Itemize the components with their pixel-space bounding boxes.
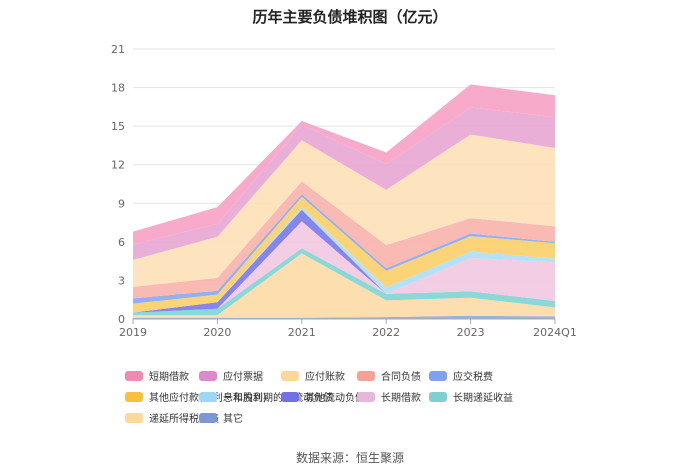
legend-swatch [281,370,299,381]
y-tick-label: 3 [118,274,125,287]
legend-swatch [199,412,217,423]
y-tick-label: 6 [118,236,125,249]
legend-label: 短期借款 [149,372,189,383]
legend-label: 一年内到期的非流动负债 [223,393,333,404]
x-tick-label: 2024Q1 [533,326,577,339]
series-area-0 [133,315,555,319]
legend-swatch [199,391,217,402]
legend-label: 合同负债 [381,372,421,383]
series-area-11 [133,84,555,245]
data-source: 数据来源：恒生聚源 [295,451,404,465]
legend-label: 其他流动负债 [305,393,365,404]
legend-item[interactable]: 应付账款 [281,368,357,383]
y-tick-label: 18 [111,82,125,95]
legend-label: 其它 [223,414,243,425]
x-tick-label: 2021 [288,326,316,339]
legend-swatch [199,370,217,381]
series-area-8 [133,181,555,299]
chart-title: 历年主要负债堆积图（亿元） [252,8,448,26]
series-area-6 [133,196,555,313]
x-tick-label: 2019 [119,326,147,339]
legend-swatch [429,370,447,381]
legend-label: 应付票据 [223,372,263,383]
legend-swatch [281,391,299,402]
legend-item[interactable]: 长期递延收益 [429,389,519,404]
legend-item[interactable]: 递延所得税负债 [125,410,219,425]
series-area-1 [133,253,555,318]
legend-label: 应付账款 [305,372,345,383]
legend-swatch [125,370,143,381]
legend-swatch [357,391,375,402]
series-area-3 [133,221,555,313]
legend-label: 长期递延收益 [453,393,513,404]
y-tick-label: 15 [111,120,125,133]
legend-item[interactable]: 应交税费 [429,368,519,383]
legend-swatch [125,391,143,402]
legend-label: 递延所得税负债 [149,414,219,425]
legend-item[interactable]: 其他流动负债 [281,389,365,404]
legend-swatch [125,412,143,423]
x-tick-label: 2022 [372,326,400,339]
series-area-10 [133,107,555,260]
legend-item[interactable]: 合同负债 [357,368,429,383]
y-tick-label: 9 [118,197,125,210]
legend-item[interactable]: 应付票据 [199,368,281,383]
series-area-9 [133,134,555,287]
x-tick-label: 2020 [203,326,231,339]
legend-label: 应交税费 [453,372,493,383]
y-tick-label: 12 [111,159,125,172]
legend-swatch [429,391,447,402]
legend-item[interactable]: 长期借款 [357,389,429,404]
legend-swatch [357,370,375,381]
series-area-2 [133,248,555,316]
legend-item[interactable]: 一年内到期的非流动负债 [199,389,333,404]
legend-item[interactable]: 短期借款 [125,368,199,383]
chart-legend: 短期借款 应付票据 应付账款 合同负债 应交税费其他应付款(含利息和股利)一年内到期的非… [125,368,595,425]
y-tick-label: 0 [118,313,125,326]
x-tick-label: 2023 [457,326,485,339]
y-tick-label: 21 [111,43,125,56]
legend-label: 长期借款 [381,393,421,404]
legend-item[interactable]: 其他应付款(含利息和股利) [125,389,267,404]
legend-item[interactable]: 其它 [199,410,281,425]
